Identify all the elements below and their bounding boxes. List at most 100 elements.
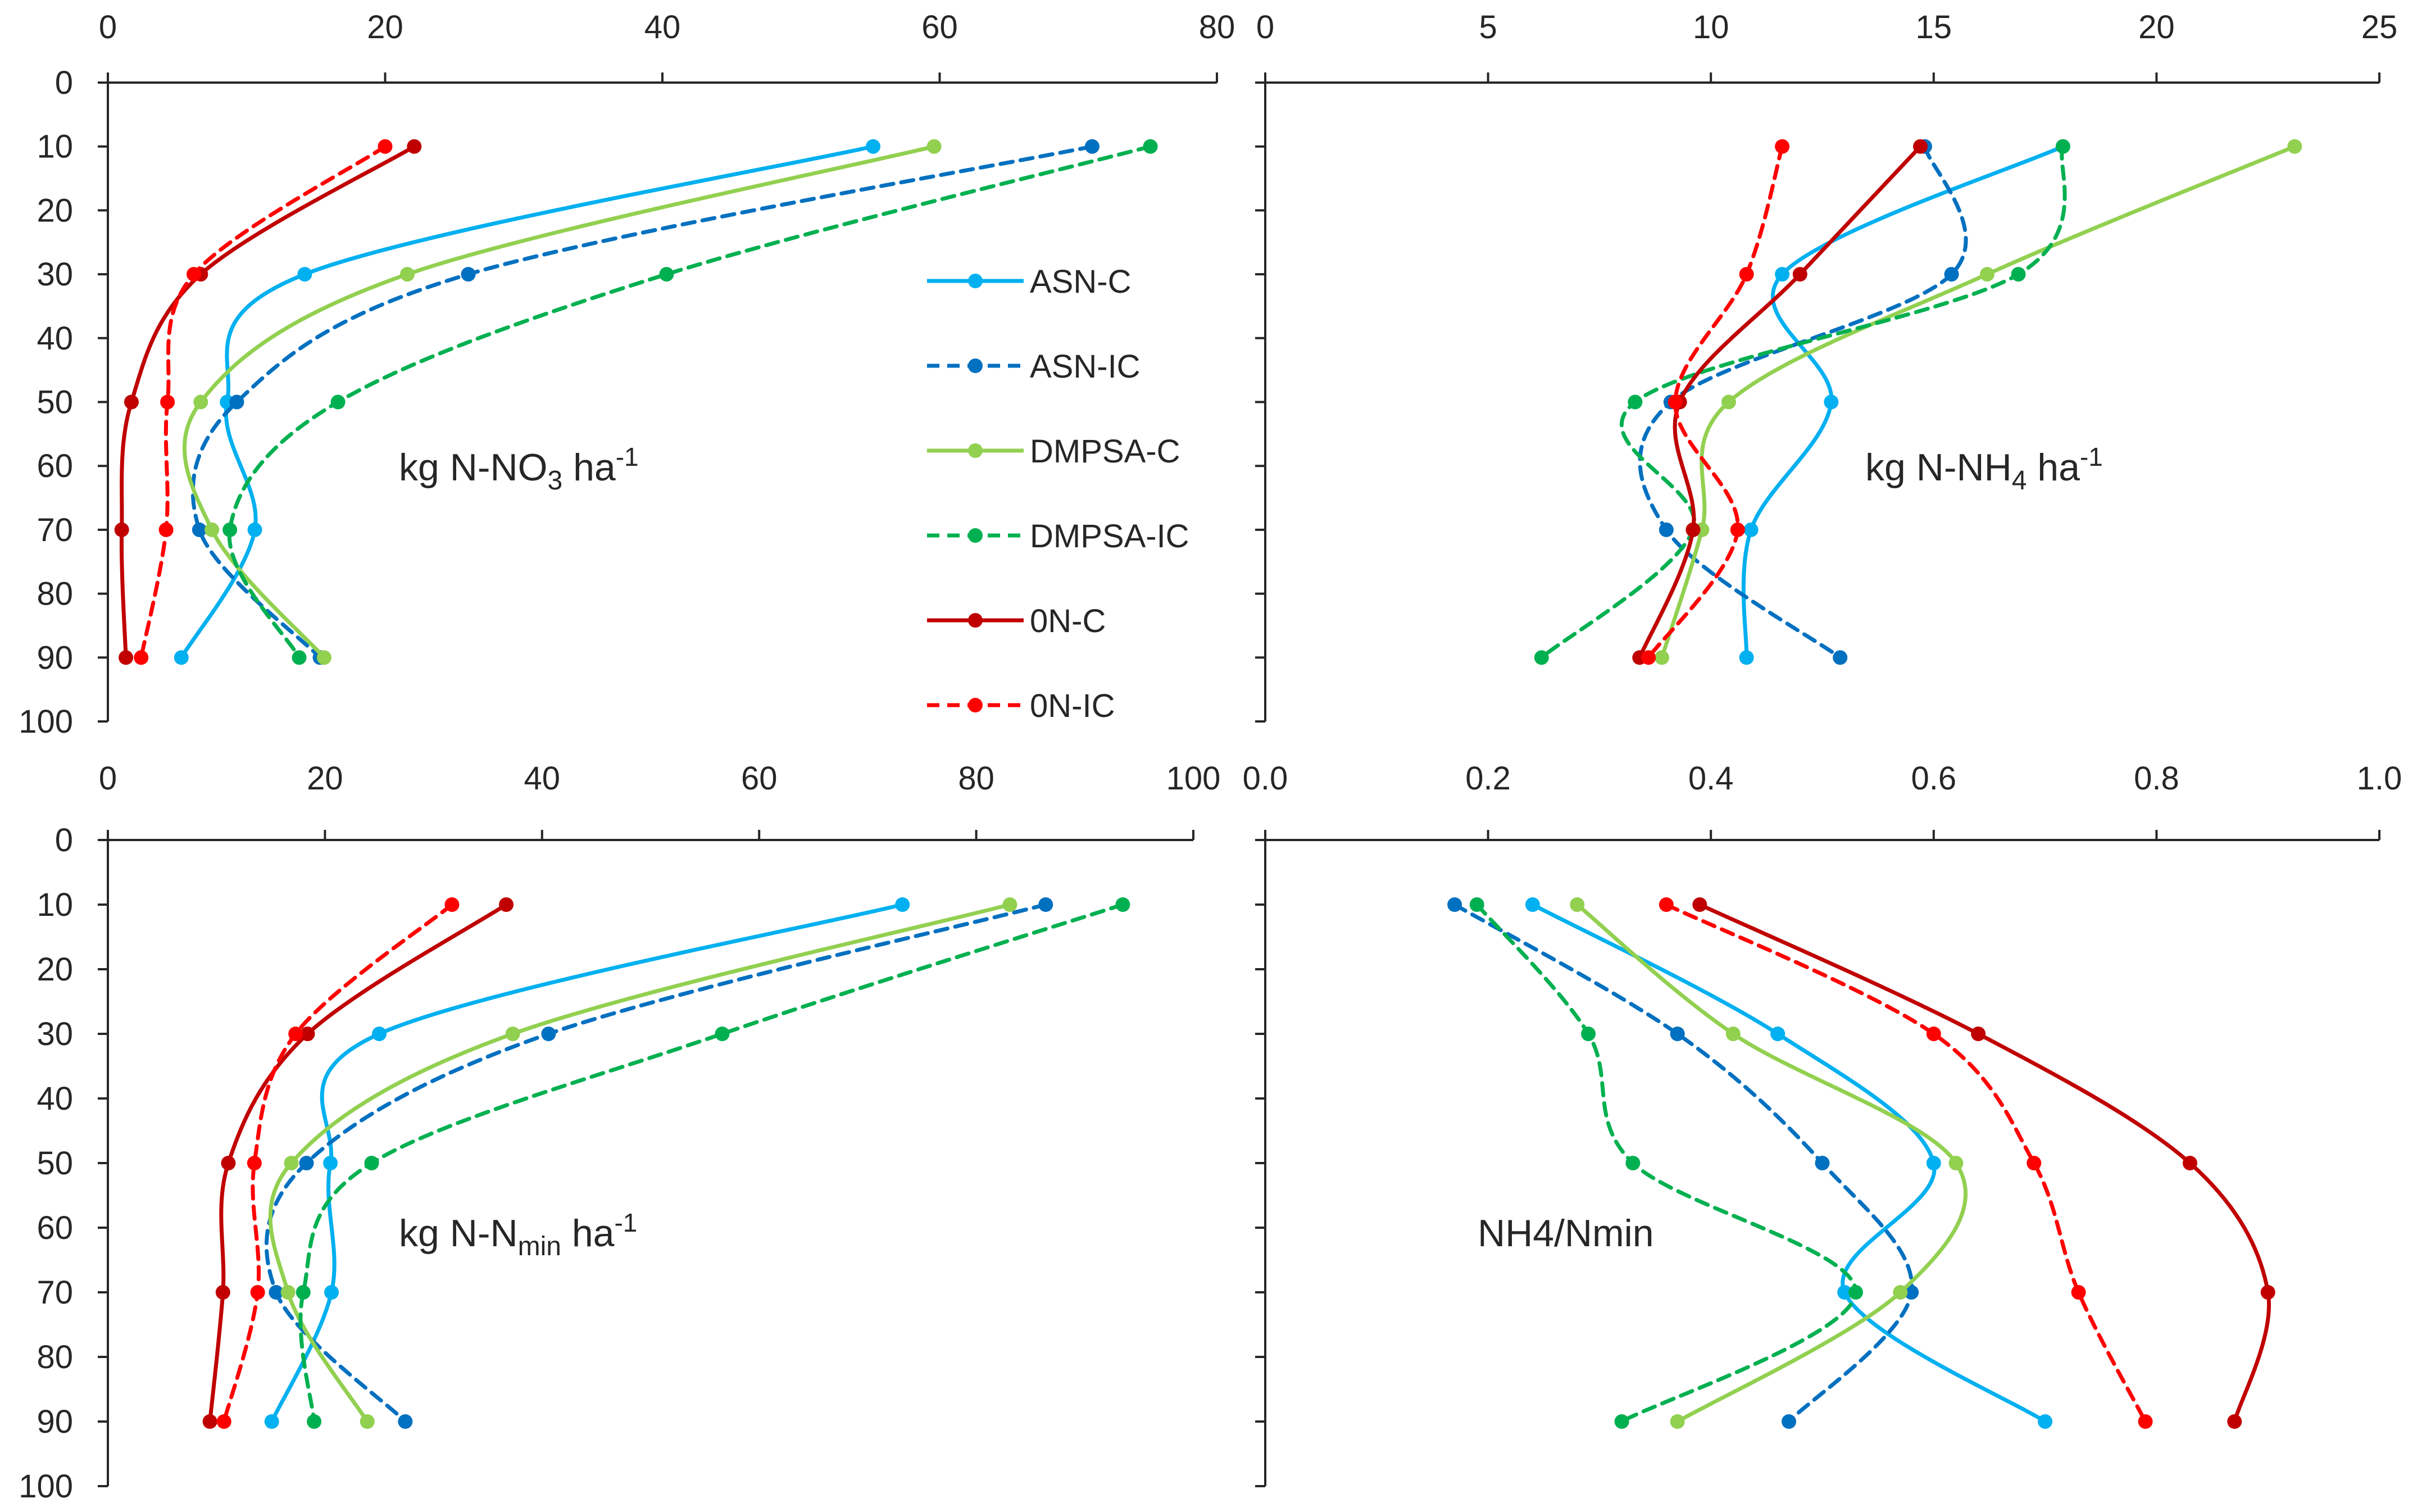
series-line-0n-c — [1697, 902, 2271, 1424]
data-point-asn-c — [297, 267, 312, 282]
series-line-asn-c — [270, 902, 905, 1424]
data-point-0n-ic — [1926, 1027, 1941, 1041]
panel-label-unit: ha — [561, 1212, 615, 1255]
data-point-0n-c — [202, 1414, 217, 1429]
data-point-asn-c — [264, 1414, 279, 1429]
data-point-dmpsa-ic — [1848, 1285, 1863, 1300]
data-point-dmpsa-c — [1893, 1285, 1908, 1300]
data-point-asn-c — [866, 139, 881, 154]
data-point-dmpsa-c — [280, 1285, 296, 1300]
x-tick-label: 0.2 — [1465, 760, 1511, 797]
panel-label-subscript: 3 — [547, 466, 562, 496]
x-tick-label: 40 — [644, 9, 681, 46]
data-point-0n-c — [119, 650, 134, 665]
data-point-0n-ic — [1659, 897, 1674, 912]
data-point-0n-c — [1792, 267, 1807, 282]
legend-label-dmpsa-ic: DMPSA-IC — [1030, 518, 1189, 555]
data-point-dmpsa-ic — [307, 1414, 322, 1429]
data-point-0n-ic — [1730, 522, 1745, 537]
y-tick-label: 20 — [37, 192, 73, 229]
data-point-dmpsa-c — [2287, 139, 2302, 154]
series-line-asn-ic — [190, 144, 1094, 660]
data-point-dmpsa-ic — [364, 1156, 379, 1170]
data-point-0n-c — [2260, 1285, 2275, 1300]
data-point-asn-ic — [1038, 897, 1053, 912]
data-point-dmpsa-ic — [1628, 394, 1643, 410]
data-point-dmpsa-ic — [1581, 1027, 1596, 1041]
data-point-0n-c — [114, 522, 129, 537]
x-tick-label: 0 — [99, 9, 117, 46]
data-point-0n-ic — [1641, 650, 1656, 665]
data-point-dmpsa-c — [926, 139, 942, 154]
panel-nh4: 0 5 10 15 20 25 kg N-NH4 ha-1 — [1255, 9, 2397, 723]
data-point-asn-ic — [1944, 267, 1959, 282]
series-line-dmpsa-c — [268, 902, 1012, 1424]
data-point-dmpsa-c — [1670, 1414, 1685, 1429]
legend-label-0n-ic: 0N-IC — [1030, 688, 1115, 724]
data-point-dmpsa-ic — [222, 522, 238, 537]
panel-nh4-nmin-ratio: 0.0 0.2 0.4 0.6 0.8 1.0 NH4/Nmin — [1243, 760, 2402, 1487]
legend-marker-asn-ic — [968, 358, 983, 373]
data-point-dmpsa-c — [1002, 897, 1017, 912]
panel-label: NH4/Nmin — [1478, 1212, 1654, 1255]
panel-nmin: 0 20 40 60 80 100 0 10 20 30 40 50 60 70 80 90 100 kg N-N… — [19, 760, 1220, 1505]
data-point-0n-ic — [444, 897, 460, 912]
panel-label-subscript: min — [518, 1232, 561, 1261]
series-line-dmpsa-ic — [227, 144, 1153, 660]
x-tick-label: 0 — [99, 760, 117, 797]
data-point-dmpsa-ic — [2055, 139, 2070, 154]
series-line-dmpsa-ic — [1475, 902, 1858, 1424]
series-line-asn-ic — [264, 902, 1048, 1424]
data-point-0n-c — [124, 394, 139, 410]
x-tick-label: 20 — [307, 760, 343, 797]
data-point-0n-ic — [186, 267, 201, 282]
y-tick-label: 100 — [19, 1468, 73, 1505]
data-point-dmpsa-ic — [296, 1285, 311, 1300]
data-point-asn-ic — [1833, 650, 1848, 665]
panel-label-superscript: -1 — [2080, 442, 2103, 471]
data-point-0n-ic — [134, 650, 149, 665]
data-point-asn-c — [1837, 1285, 1852, 1300]
data-point-asn-ic — [192, 522, 207, 537]
y-tick-label: 30 — [37, 256, 73, 293]
data-point-dmpsa-c — [1721, 394, 1736, 410]
data-point-dmpsa-ic — [292, 650, 307, 665]
panel-label-superscript: -1 — [614, 1208, 637, 1237]
x-tick-label: 0 — [1256, 9, 1274, 46]
series-line-0n-ic — [1664, 902, 2148, 1424]
data-point-dmpsa-ic — [1625, 1156, 1641, 1170]
data-point-dmpsa-ic — [330, 394, 346, 410]
data-point-dmpsa-ic — [715, 1027, 730, 1041]
x-tick-label: 20 — [2138, 9, 2175, 46]
legend: ASN-C ASN-IC DMPSA-C DMPSA-IC 0N-C 0N-IC — [927, 264, 1189, 724]
x-tick-label: 15 — [1916, 9, 1952, 46]
data-point-asn-c — [1525, 897, 1540, 912]
data-point-0n-c — [215, 1285, 230, 1300]
data-point-0n-ic — [288, 1027, 303, 1041]
x-tick-label: 100 — [1166, 760, 1221, 797]
series-line-dmpsa-c — [182, 144, 937, 660]
data-point-0n-c — [499, 897, 514, 912]
y-tick-label: 50 — [37, 384, 73, 421]
data-point-asn-c — [2038, 1414, 2053, 1429]
y-tick-label: 60 — [37, 1210, 73, 1246]
data-point-0n-ic — [1775, 139, 1790, 154]
data-point-asn-ic — [1782, 1414, 1797, 1429]
series-line-0n-ic — [222, 902, 454, 1424]
x-tick-label: 60 — [921, 9, 958, 46]
legend-marker-dmpsa-c — [968, 443, 983, 458]
data-point-dmpsa-c — [284, 1156, 299, 1170]
data-point-asn-c — [372, 1027, 387, 1041]
data-point-0n-ic — [250, 1285, 265, 1300]
data-point-dmpsa-ic — [1534, 650, 1549, 665]
y-tick-label: 40 — [37, 1080, 73, 1117]
data-point-asn-ic — [299, 1156, 314, 1170]
data-point-0n-ic — [2027, 1156, 2042, 1170]
data-point-dmpsa-c — [1725, 1027, 1741, 1041]
y-tick-label: 0 — [55, 65, 73, 101]
x-tick-label: 60 — [741, 760, 778, 797]
legend-marker-dmpsa-ic — [968, 528, 983, 543]
x-tick-label: 0.0 — [1243, 760, 1288, 797]
data-point-dmpsa-c — [316, 650, 331, 665]
y-tick-label: 90 — [37, 1404, 73, 1440]
